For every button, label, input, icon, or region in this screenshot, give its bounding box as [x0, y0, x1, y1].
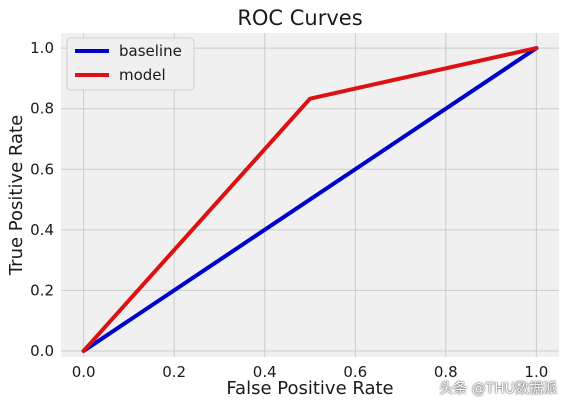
x-tick-label: 0.2 — [162, 363, 186, 381]
y-tick-label: 0.2 — [30, 281, 54, 299]
x-tick-label: 0.6 — [343, 363, 367, 381]
y-axis-ticks: 0.0 0.2 0.4 0.6 0.8 1.0 — [30, 39, 54, 360]
series-line-model — [81, 46, 539, 353]
chart-title: ROC Curves — [237, 6, 362, 30]
series-line-baseline — [81, 46, 539, 353]
y-tick-label: 1.0 — [30, 39, 54, 57]
legend-label-model: model — [119, 66, 166, 84]
y-axis-label: True Positive Rate — [6, 115, 27, 276]
grid — [61, 33, 559, 357]
x-axis-label: False Positive Rate — [226, 378, 393, 399]
x-axis-ticks: 0.0 0.2 0.4 0.6 0.8 1.0 — [72, 363, 549, 381]
x-tick-label: 0.8 — [434, 363, 458, 381]
y-tick-label: 0.0 — [30, 342, 54, 360]
x-tick-label: 0.0 — [72, 363, 96, 381]
x-tick-label: 0.4 — [253, 363, 277, 381]
legend-label-baseline: baseline — [119, 42, 182, 60]
y-tick-label: 0.8 — [30, 100, 54, 118]
legend: baseline model — [66, 37, 195, 91]
y-tick-label: 0.6 — [30, 160, 54, 178]
series-lines — [81, 46, 539, 353]
watermark-text: 头条 @THU数据派 — [439, 381, 557, 397]
y-tick-label: 0.4 — [30, 221, 54, 239]
x-tick-label: 1.0 — [524, 363, 548, 381]
